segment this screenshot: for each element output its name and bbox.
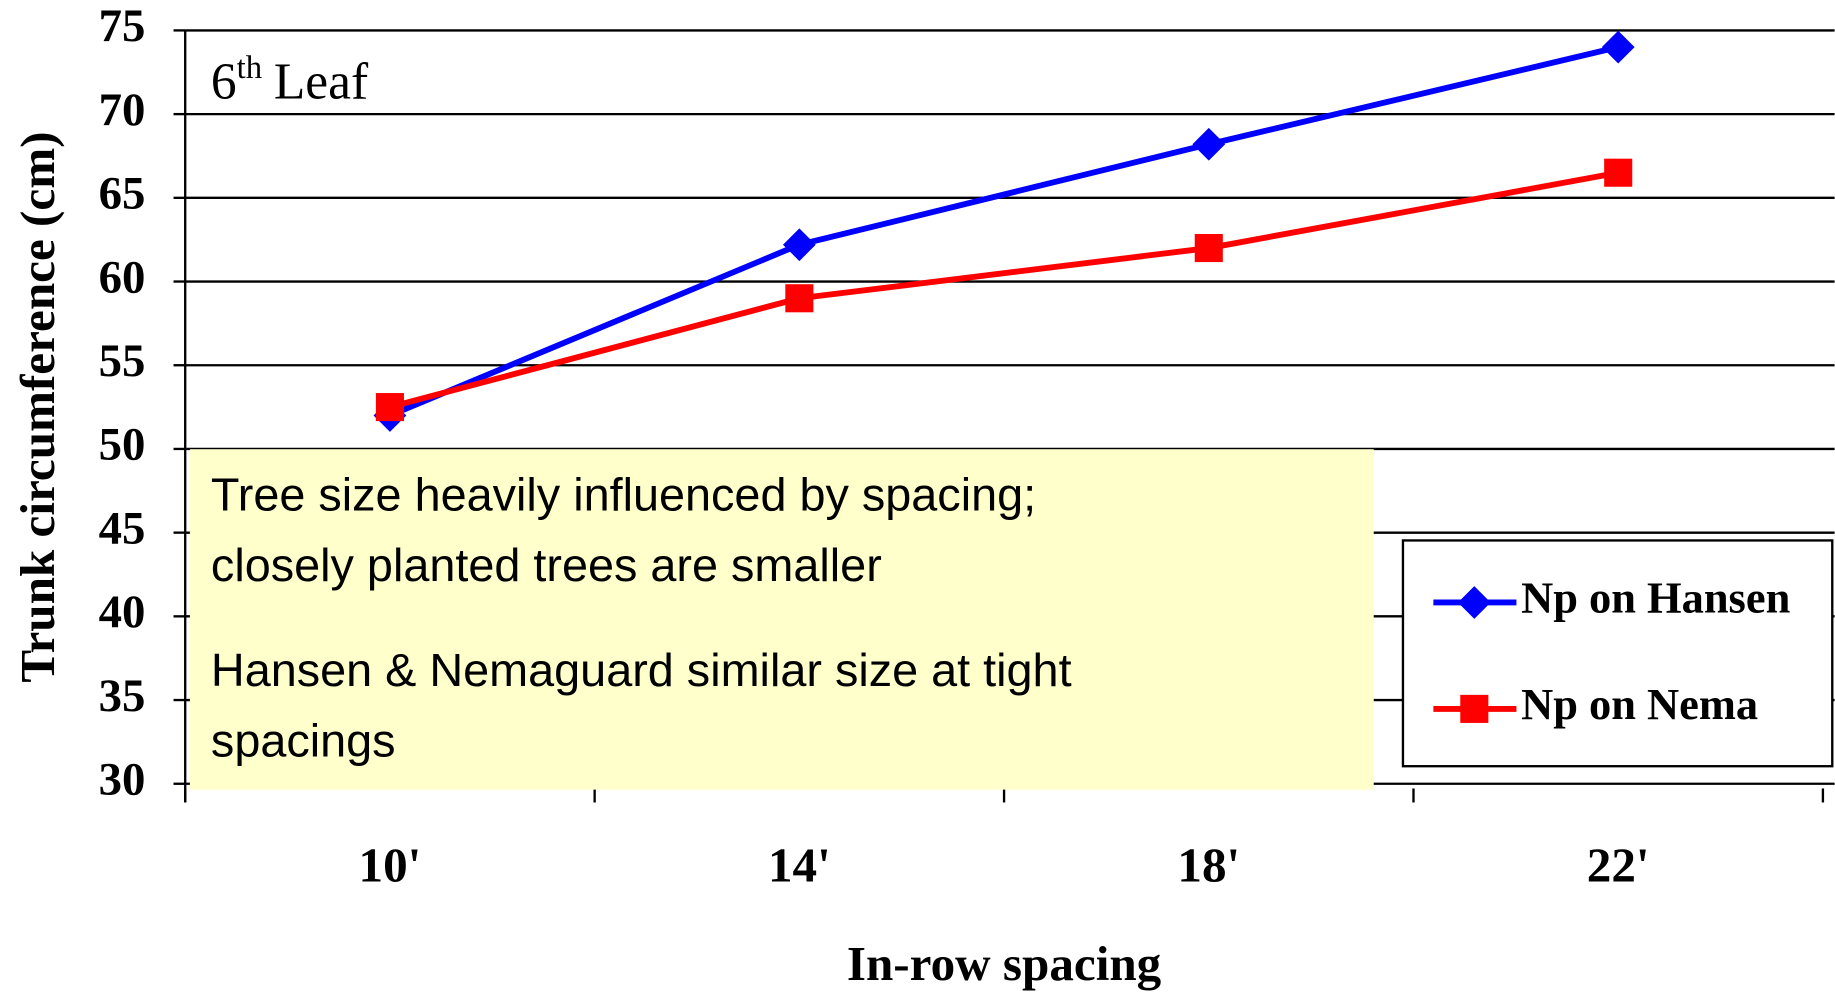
y-tick-label: 65 [99, 168, 146, 220]
panel-label: 6th Leaf [211, 50, 369, 111]
y-tick-label: 40 [99, 586, 146, 638]
x-tick-label: 18' [1177, 838, 1240, 893]
legend-box [1401, 539, 1834, 768]
note-text: Hansen & Nemaguard similar size at tight [211, 644, 1072, 696]
y-tick-label: 55 [99, 335, 146, 387]
note-box [189, 449, 1374, 790]
marker [375, 393, 404, 422]
marker [1192, 127, 1226, 161]
x-tick-label: 22' [1587, 838, 1650, 893]
y-tick-label: 35 [99, 670, 146, 722]
series-line [388, 44, 1619, 419]
legend-label: Np on Hansen [1521, 573, 1790, 623]
panel-label-sup: th [237, 50, 262, 86]
y-tick-label: 50 [99, 419, 146, 471]
panel-label-number: 6 [211, 53, 237, 110]
y-axis-title: Trunk circumference (cm) [10, 132, 65, 683]
legend-label: Np on Nema [1521, 679, 1758, 729]
panel-label-text: Leaf [274, 53, 369, 110]
y-tick-label: 45 [99, 502, 146, 554]
note-text: spacings [211, 714, 396, 766]
y-tick-label: 60 [99, 251, 146, 303]
note-text: Tree size heavily influenced by spacing; [211, 469, 1036, 521]
x-tick-label: 14' [768, 838, 831, 893]
legend-marker [1460, 694, 1489, 723]
x-tick-label: 10' [359, 838, 422, 893]
series-line [389, 169, 1619, 410]
marker [1604, 158, 1633, 187]
marker [1194, 234, 1223, 263]
marker [782, 228, 816, 262]
y-tick-label: 70 [99, 84, 146, 136]
note-text: closely planted trees are smaller [211, 539, 882, 591]
marker [1601, 30, 1635, 64]
y-tick-label: 75 [99, 0, 146, 52]
y-tick-label: 30 [99, 753, 146, 805]
marker [785, 284, 814, 313]
x-axis-title: In-row spacing [847, 936, 1162, 991]
